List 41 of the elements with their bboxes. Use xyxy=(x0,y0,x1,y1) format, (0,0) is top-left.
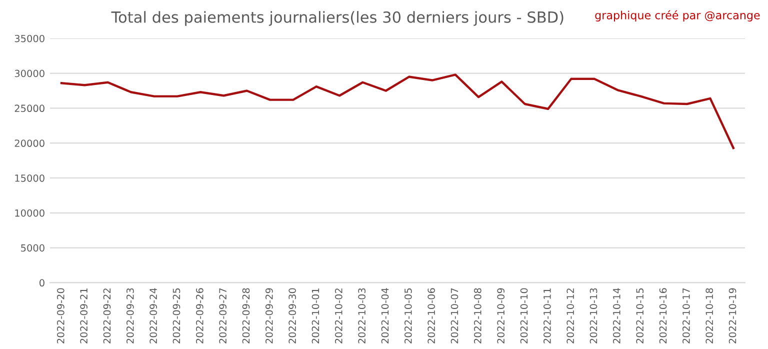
x-tick-label: 2022-10-17 xyxy=(682,288,690,344)
x-tick-label: 2022-10-09 xyxy=(497,288,505,344)
x-tick-label: 2022-09-23 xyxy=(126,288,134,344)
x-tick-label: 2022-09-25 xyxy=(172,288,180,344)
x-tick-label: 2022-09-21 xyxy=(80,288,88,344)
y-tick-label: 25000 xyxy=(14,104,44,112)
x-tick-label: 2022-10-15 xyxy=(636,288,644,344)
x-tick-label: 2022-10-18 xyxy=(706,288,714,344)
x-tick-label: 2022-10-03 xyxy=(358,288,366,344)
x-tick-label: 2022-09-29 xyxy=(265,288,273,344)
x-tick-label: 2022-10-14 xyxy=(613,288,620,344)
x-tick-label: 2022-10-04 xyxy=(381,288,389,344)
y-tick-label: 20000 xyxy=(14,140,44,147)
x-tick-label: 2022-10-05 xyxy=(404,288,412,344)
x-tick-label: 2022-10-07 xyxy=(450,288,458,344)
text: graphique créé par @arcange xyxy=(595,10,760,22)
y-tick-label: 30000 xyxy=(14,70,44,78)
x-tick-label: 2022-10-01 xyxy=(312,288,320,344)
line-series xyxy=(60,74,734,150)
x-tick-label: 2022-09-20 xyxy=(56,288,64,344)
x-tick-label: 2022-09-27 xyxy=(219,288,226,344)
x-tick-label: 2022-09-22 xyxy=(103,288,111,344)
x-tick-label: 2022-10-08 xyxy=(474,288,482,344)
x-tick-label: 2022-09-24 xyxy=(150,288,157,344)
x-tick-label: 2022-10-11 xyxy=(544,288,551,344)
x-tick-label: 2022-09-26 xyxy=(196,288,204,344)
chart-title: Total des paiements journaliers(les 30 derniers jours - SBD) xyxy=(111,11,564,26)
y-tick-label: 0 xyxy=(40,279,44,287)
x-tick-label: 2022-10-06 xyxy=(428,288,436,344)
y-tick-label: 15000 xyxy=(15,174,44,182)
x-tick-label: 2022-10-12 xyxy=(566,288,574,344)
y-tick-label: 5000 xyxy=(21,244,44,252)
y-tick-label: 10000 xyxy=(15,209,44,217)
x-tick-label: 2022-10-19 xyxy=(728,288,736,344)
x-tick-label: 2022-09-28 xyxy=(242,288,250,344)
x-tick-label: 2022-10-13 xyxy=(590,288,598,344)
x-tick-label: 2022-09-30 xyxy=(288,288,296,344)
x-tick-label: 2022-10-10 xyxy=(520,288,528,344)
y-tick-label: 35000 xyxy=(14,34,44,42)
x-tick-label: 2022-10-16 xyxy=(659,288,667,344)
x-tick-label: 2022-10-02 xyxy=(334,288,342,344)
